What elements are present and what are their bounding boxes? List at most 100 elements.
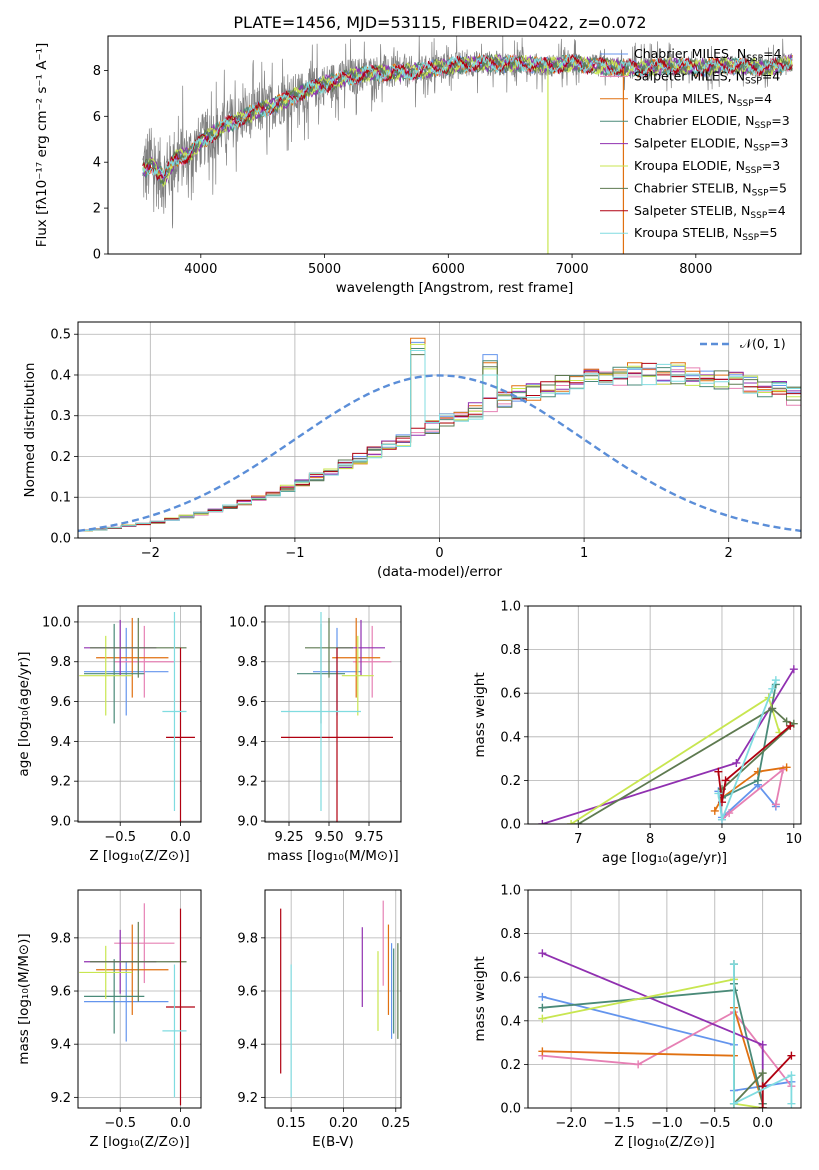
series-marker — [729, 960, 738, 969]
y-axis-label: age [log₁₀(age/yr)] — [16, 651, 32, 776]
x-axis-label: Z [log₁₀(Z/Z⊙)] — [89, 1134, 189, 1150]
series-marker — [538, 949, 547, 958]
x-axis-label: Z [log₁₀(Z/Z⊙)] — [614, 1134, 714, 1150]
y-tick-label: 9.4 — [50, 735, 71, 750]
x-axis-label: mass [log₁₀(M/M⊙)] — [267, 848, 398, 864]
x-tick-label: 0.0 — [170, 1116, 191, 1131]
x-tick-label: 9.50 — [315, 830, 344, 845]
x-axis-label: wavelength [Angstrom, rest frame] — [336, 280, 574, 296]
y-tick-label: 9.4 — [50, 1038, 71, 1053]
x-tick-label: 5000 — [308, 262, 341, 277]
series-marker — [787, 1071, 796, 1080]
series-marker — [538, 992, 547, 1001]
histogram-step — [78, 362, 801, 532]
series-line — [717, 725, 791, 803]
x-tick-label: 6000 — [432, 262, 465, 277]
y-tick-label: 0.2 — [500, 774, 521, 789]
series-marker — [538, 1003, 547, 1012]
model-line-salpeter-stelib — [142, 53, 793, 182]
y-tick-label: 0.0 — [500, 1102, 521, 1117]
y-tick-label: 0.2 — [500, 1058, 521, 1073]
legend-entry: Salpeter STELIB, NSSP=4 — [634, 203, 786, 221]
panels: 4000 5000 6000 7000 8000 0 2 4 6 8 wavelength [Ang… — [16, 35, 802, 1150]
y-tick-label: 1.0 — [500, 600, 521, 615]
y-tick-label: 9.8 — [50, 655, 71, 670]
y-tick-label: 0.1 — [50, 491, 71, 506]
histogram-step — [78, 341, 801, 532]
y-tick-label: 9.4 — [237, 1038, 258, 1053]
y-tick-label: 8 — [93, 64, 101, 79]
y-tick-label: 9.6 — [237, 985, 258, 1000]
y-axis-label: mass [log₁₀(M/M⊙)] — [16, 933, 32, 1064]
legend-entry: Chabrier ELODIE, NSSP=3 — [634, 113, 790, 131]
axes-frame — [527, 605, 802, 825]
series-marker — [721, 776, 730, 785]
series-marker — [758, 1069, 767, 1078]
x-tick-label: 9.25 — [275, 830, 304, 845]
series-marker — [538, 1047, 547, 1056]
y-tick-label: 9.8 — [50, 931, 71, 946]
legend: Chabrier MILES, NSSP=4 Salpeter MILES, NS… — [600, 46, 790, 243]
series-marker — [538, 820, 547, 824]
x-tick-label: 1 — [580, 546, 588, 561]
histogram-step — [78, 337, 801, 531]
y-tick-label: 9.4 — [237, 735, 258, 750]
axes-frame — [264, 889, 402, 1109]
y-tick-label: 4 — [93, 156, 101, 171]
series-marker — [771, 800, 780, 809]
y-tick-label: 10.0 — [42, 615, 71, 630]
x-tick-label: −1.0 — [651, 1116, 683, 1131]
series-marker — [717, 815, 726, 824]
y-tick-label: 0.0 — [50, 532, 71, 547]
series-marker — [787, 1099, 796, 1108]
series-marker — [714, 767, 723, 776]
x-tick-label: 0.20 — [329, 1116, 358, 1131]
y-tick-label: 0.3 — [50, 409, 71, 424]
axes-frame — [77, 889, 202, 1109]
x-tick-label: 0.25 — [381, 1116, 410, 1131]
y-tick-label: 1.0 — [500, 884, 521, 899]
x-tick-label: 9 — [718, 832, 726, 847]
y-tick-label: 9.2 — [50, 1091, 71, 1106]
series-marker — [782, 717, 791, 726]
plot-area — [78, 337, 801, 533]
series-marker — [771, 676, 780, 685]
plot-area — [79, 611, 195, 822]
histogram-step — [78, 370, 801, 531]
y-tick-label: 0.0 — [500, 818, 521, 833]
histogram-step — [78, 354, 801, 531]
series-line — [721, 767, 785, 821]
series-marker — [786, 721, 795, 730]
x-tick-label: 9.75 — [355, 830, 384, 845]
histogram-step — [78, 343, 801, 532]
x-tick-label: 2 — [725, 546, 733, 561]
x-axis-label: Z [log₁₀(Z/Z⊙)] — [89, 848, 189, 864]
x-tick-label: −2 — [141, 546, 160, 561]
x-tick-label: 0.15 — [277, 1116, 306, 1131]
plot-area — [281, 611, 393, 822]
series-marker — [634, 1060, 643, 1069]
model-line-kroupa-stelib — [142, 53, 793, 178]
y-tick-label: 9.2 — [237, 775, 258, 790]
series-marker — [710, 806, 719, 815]
y-tick-label: 9.6 — [237, 695, 258, 710]
series-marker — [753, 776, 762, 785]
panel-mass-vs-Z: −0.5 0.0 9.2 9.4 9.6 9.8 Z [log₁₀(Z/Z⊙)] mass [… — [16, 889, 202, 1150]
model-line-chabrier-elodie — [142, 54, 793, 178]
legend-entry: Chabrier MILES, NSSP=4 — [634, 46, 782, 64]
y-tick-label: 0.4 — [50, 368, 71, 383]
plot-area — [538, 665, 798, 824]
legend-entry: Salpeter MILES, NSSP=4 — [634, 68, 780, 86]
y-axis-label: mass weight — [472, 672, 488, 757]
x-axis-label: (data-model)/error — [377, 564, 503, 580]
series-marker — [768, 704, 777, 713]
series-marker — [787, 1051, 796, 1060]
series-marker — [789, 665, 798, 674]
plot-area — [538, 949, 796, 1108]
x-tick-label: 8000 — [679, 262, 712, 277]
y-tick-label: 9.8 — [237, 931, 258, 946]
x-tick-label: 7000 — [556, 262, 589, 277]
y-axis-label: Flux [fλ10⁻¹⁷ erg cm⁻² s⁻¹ A⁻¹] — [34, 43, 50, 248]
series-line — [733, 964, 793, 1106]
model-line-chabrier-stelib — [142, 53, 793, 185]
